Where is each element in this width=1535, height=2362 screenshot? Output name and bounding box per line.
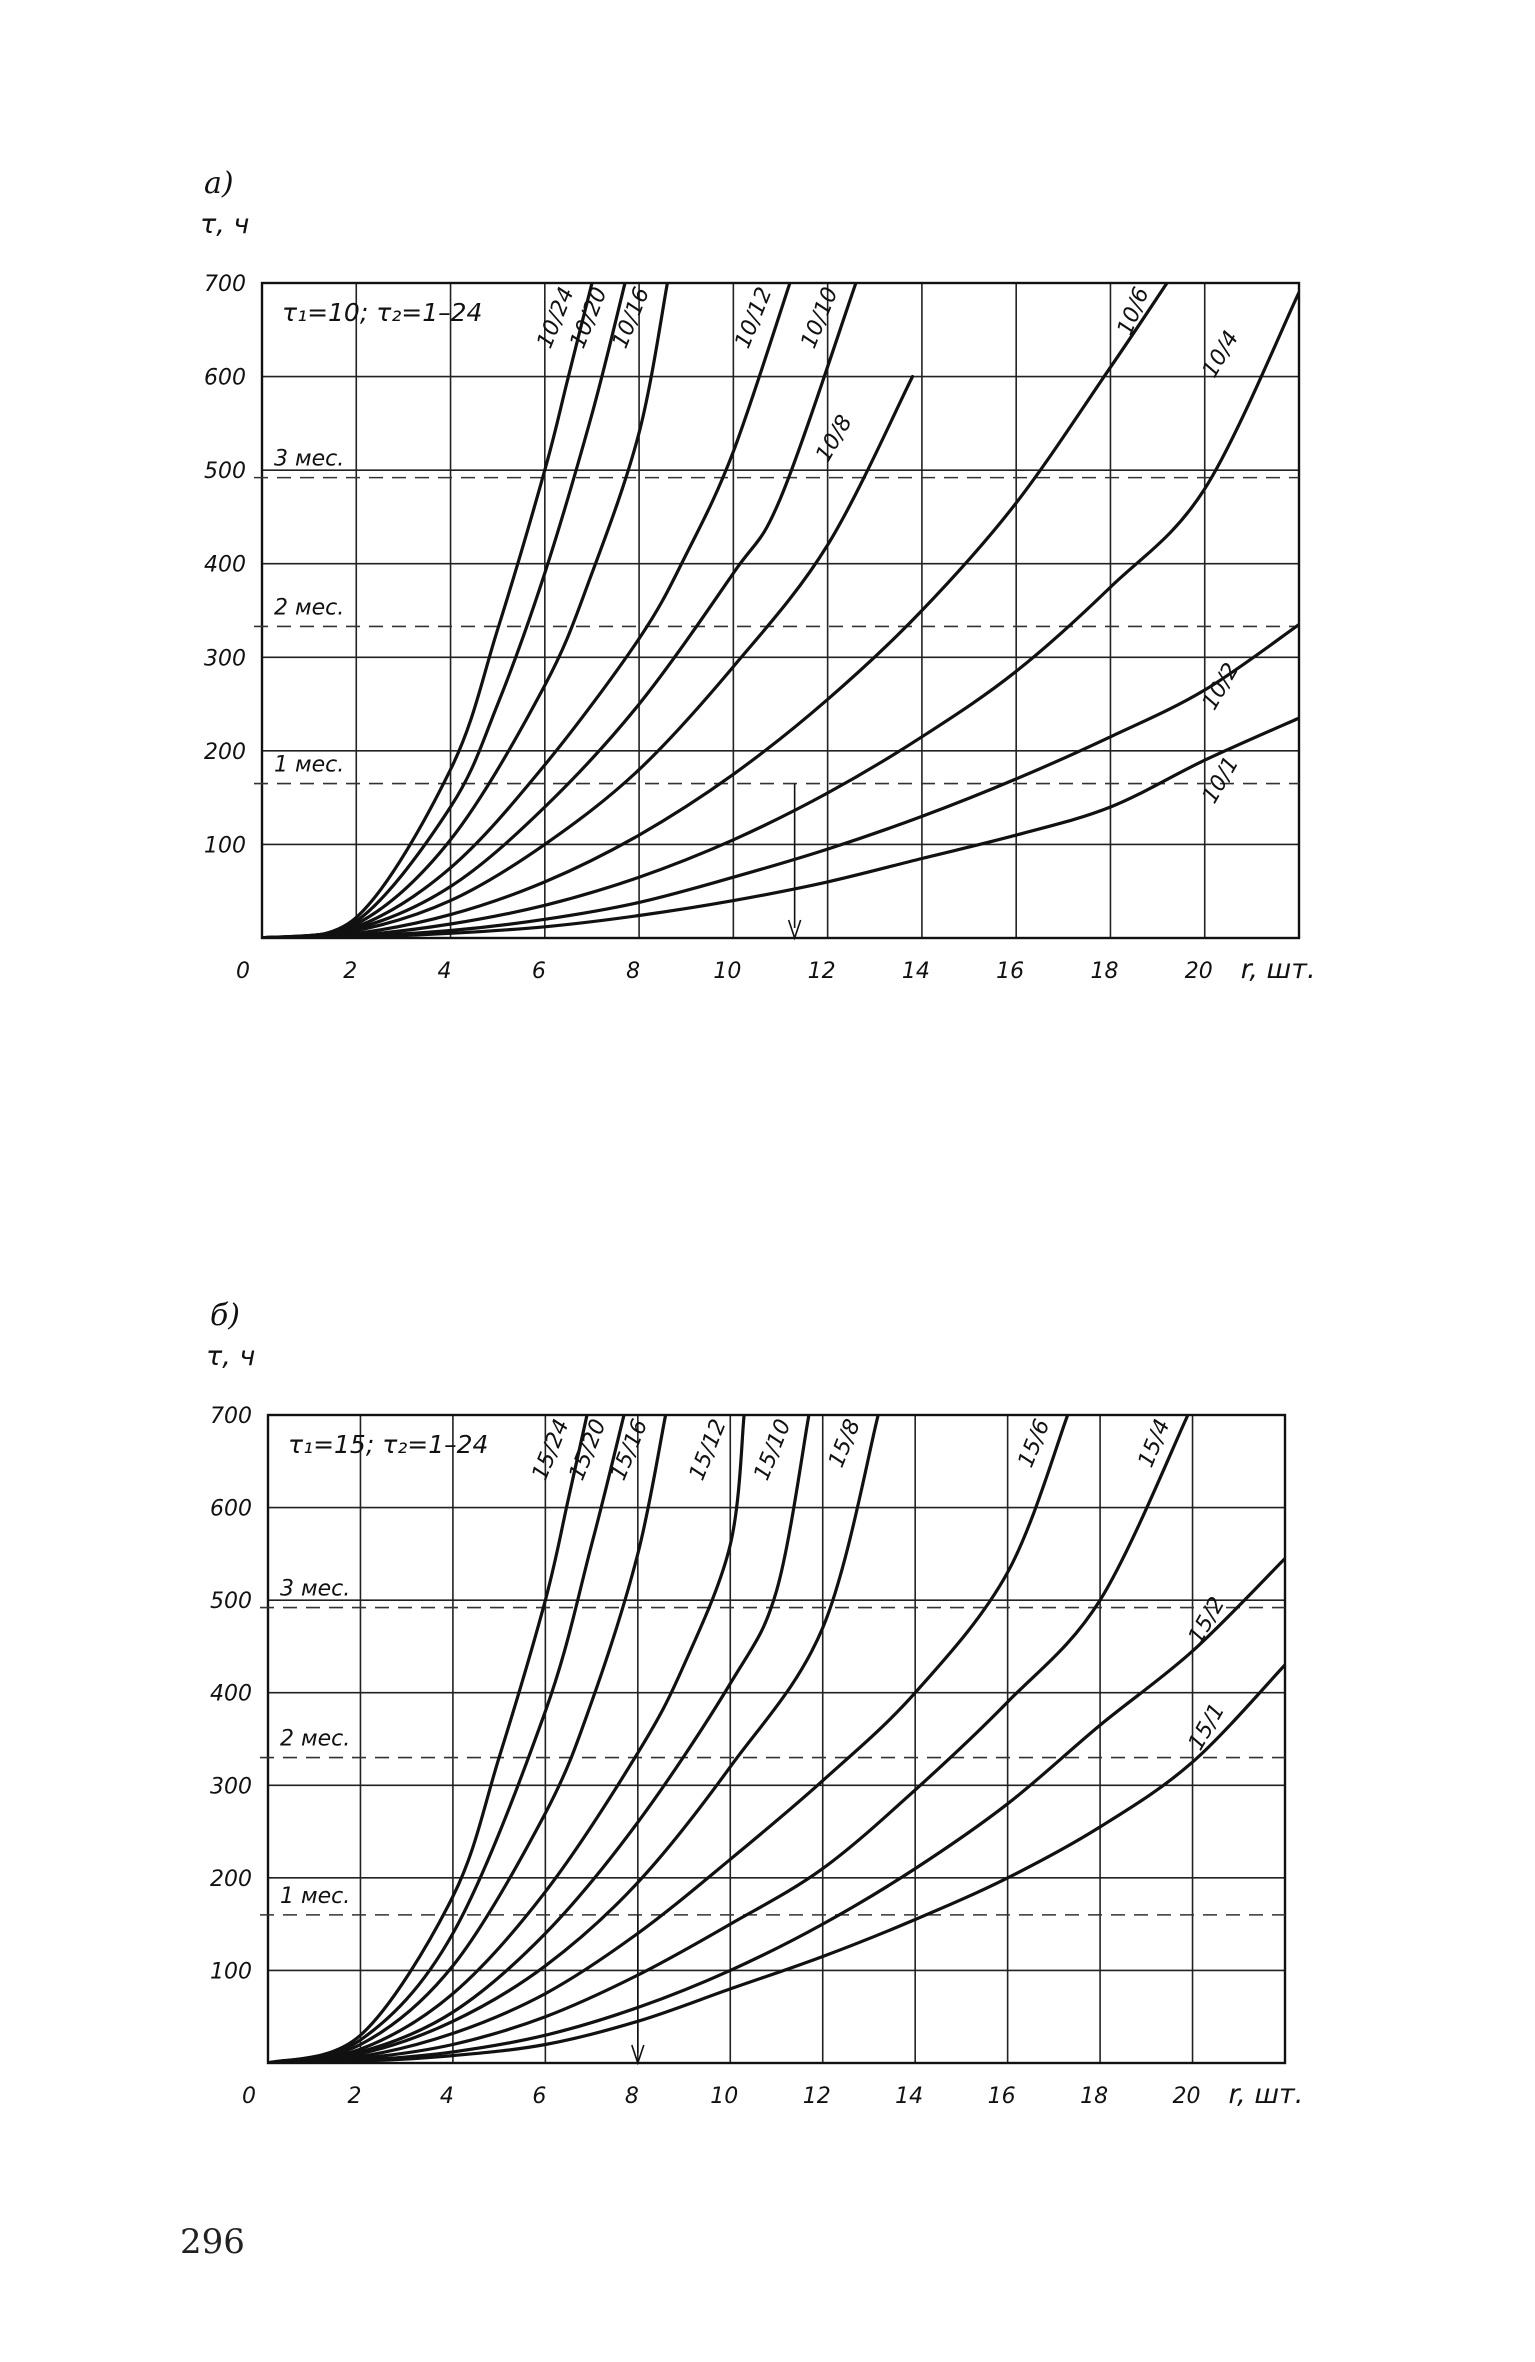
series-line-10-24 — [262, 283, 594, 938]
x-tick-label: 6 — [532, 2084, 546, 2109]
x-tick-label: 6 — [532, 959, 546, 984]
y-tick-label: 700 — [210, 1404, 252, 1429]
marker-arrowhead — [631, 2044, 645, 2066]
chart-panel-1: 0 2 4 6 8 10 12 14 16 18 20 100 200 300 400 500 600 700 а)… — [200, 166, 1316, 985]
reference-line-label: 1 мес. — [280, 1884, 350, 1909]
series-line-15-12 — [268, 1415, 746, 2063]
series-line-10-12 — [262, 283, 792, 938]
series-line-15-1 — [268, 1663, 1285, 2063]
x-tick-label: 2 — [343, 959, 357, 984]
y-tick-label: 100 — [204, 833, 246, 858]
reference-line-label: 2 мес. — [280, 1727, 350, 1752]
y-axis-label: τ, ч — [200, 209, 249, 240]
y-tick-label: 100 — [210, 1959, 252, 1984]
series-line-10-2 — [262, 622, 1299, 938]
x-tick-label: 4 — [440, 2084, 454, 2109]
y-tick-label: 300 — [210, 1774, 252, 1799]
series-line-15-20 — [268, 1415, 626, 2063]
x-tick-label: 12 — [803, 2084, 831, 2109]
series-line-15-8 — [268, 1415, 880, 2063]
x-tick-label: 12 — [808, 959, 836, 984]
x-tick-label: 20 — [1185, 959, 1213, 984]
x-tick-label: 8 — [625, 2084, 639, 2109]
plot-frame — [266, 1413, 1287, 2065]
x-tick-label: 14 — [895, 2084, 923, 2109]
reference-line-label: 3 мес. — [274, 447, 344, 472]
x-tick-label: 18 — [1080, 2084, 1108, 2109]
curve-label-10-8: 10/8 — [811, 411, 857, 466]
y-tick-label: 200 — [204, 740, 246, 765]
y-tick-label: 500 — [204, 459, 246, 484]
panel-letter: б) — [210, 1298, 240, 1333]
y-tick-label: 600 — [204, 366, 246, 391]
y-tick-label: 300 — [204, 646, 246, 671]
series-line-10-20 — [262, 283, 627, 938]
x-tick-label: 18 — [1090, 959, 1118, 984]
curve-label-15-8: 15/8 — [824, 1416, 866, 1471]
series-line-15-6 — [268, 1415, 1070, 2063]
curve-label-15-10: 15/10 — [749, 1416, 796, 1484]
curves — [268, 1415, 1285, 2063]
x-tick-label: 0 — [236, 959, 250, 984]
page-number: 296 — [180, 2222, 245, 2262]
series-line-10-8 — [262, 375, 915, 938]
panel-letter: а) — [204, 166, 234, 201]
series-line-15-10 — [268, 1415, 811, 2063]
y-tick-label: 600 — [210, 1497, 252, 1522]
x-tick-label: 16 — [988, 2084, 1016, 2109]
parameter-note: τ₁=15; τ₂=1–24 — [288, 1430, 488, 1459]
series-line-10-4 — [262, 290, 1299, 938]
x-tick-label: 14 — [902, 959, 930, 984]
reference-line-label: 3 мес. — [280, 1577, 350, 1602]
series-line-15-24 — [268, 1415, 589, 2063]
x-tick-label: 20 — [1173, 2084, 1201, 2109]
x-tick-label: 2 — [347, 2084, 361, 2109]
y-tick-label: 200 — [210, 1867, 252, 1892]
series-line-10-16 — [262, 283, 669, 938]
chart-panel-2: 0 2 4 6 8 10 12 14 16 18 20 100 200 300 400 500 600 700 б)… — [206, 1298, 1303, 2110]
series-line-15-16 — [268, 1415, 668, 2063]
y-tick-label: 700 — [204, 272, 246, 297]
x-tick-label: 4 — [438, 959, 452, 984]
x-tick-label: 0 — [242, 2084, 256, 2109]
x-tick-label: 8 — [626, 959, 640, 984]
series-line-15-2 — [268, 1556, 1285, 2063]
curve-label-15-1: 15/1 — [1184, 1699, 1230, 1754]
curve-label-15-4: 15/4 — [1134, 1416, 1176, 1471]
y-tick-label: 400 — [204, 553, 246, 578]
curves — [262, 283, 1299, 938]
x-axis-label: r, шт. — [1229, 2079, 1304, 2110]
x-axis-label: r, шт. — [1241, 954, 1316, 985]
parameter-note: τ₁=10; τ₂=1–24 — [282, 298, 482, 327]
plot-frame — [260, 281, 1301, 940]
y-tick-label: 400 — [210, 1682, 252, 1707]
series-line-10-6 — [262, 283, 1169, 938]
curve-label-15-6: 15/6 — [1014, 1416, 1056, 1471]
y-axis-label: τ, ч — [206, 1341, 255, 1372]
y-tick-label: 500 — [210, 1589, 252, 1614]
marker-arrowhead — [787, 919, 802, 941]
reference-line-label: 1 мес. — [274, 753, 344, 778]
curve-label-15-12: 15/12 — [685, 1416, 732, 1484]
x-tick-label: 10 — [710, 2084, 738, 2109]
series-line-10-10 — [262, 283, 858, 938]
series-line-15-4 — [268, 1415, 1190, 2063]
x-tick-label: 16 — [996, 959, 1024, 984]
x-tick-label: 10 — [713, 959, 741, 984]
curve-label-15-16: 15/16 — [606, 1416, 653, 1484]
reference-line-label: 2 мес. — [274, 595, 344, 620]
series-line-10-1 — [262, 716, 1299, 938]
